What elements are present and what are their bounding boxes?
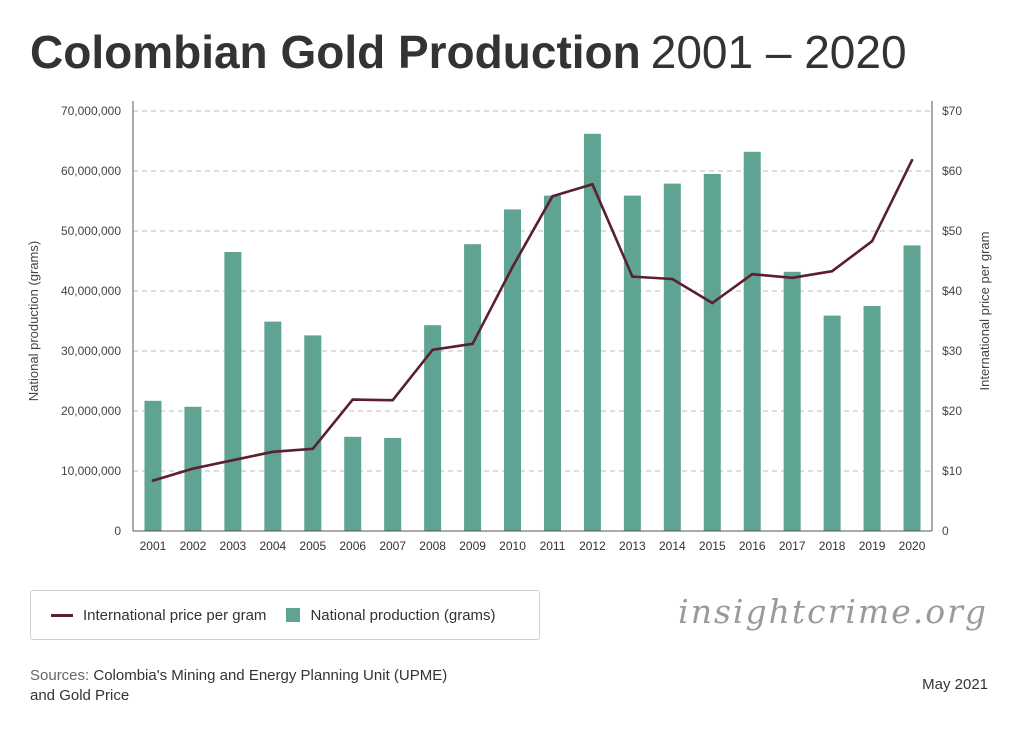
bar — [424, 325, 442, 531]
y-tick-label-left: 50,000,000 — [61, 224, 121, 238]
y-tick-label-right: $20 — [942, 404, 962, 418]
y-tick-label-left: 10,000,000 — [61, 464, 121, 478]
bar — [264, 321, 282, 531]
legend-line-swatch — [51, 613, 73, 617]
sources-note: Sources: Colombia's Mining and Energy Pl… — [30, 666, 447, 706]
bar — [823, 315, 841, 531]
price-point — [710, 301, 714, 305]
price-point — [431, 348, 434, 352]
bar — [384, 438, 402, 531]
chart-title: Colombian Gold Production 2001 – 2020 — [30, 24, 907, 80]
y-tick-label-left: 30,000,000 — [61, 344, 121, 358]
price-point — [191, 467, 195, 470]
bar — [464, 244, 482, 531]
price-point — [870, 239, 874, 243]
x-tick-label: 2017 — [779, 539, 806, 553]
bar — [543, 195, 561, 531]
bar — [903, 245, 921, 531]
bar — [583, 133, 601, 532]
legend-item-price[interactable]: International price per gram — [51, 607, 266, 624]
price-point — [790, 276, 794, 280]
price-point — [910, 158, 914, 162]
y-axis-title-left: National production (grams) — [26, 241, 41, 401]
bar — [224, 252, 242, 531]
x-tick-label: 2007 — [379, 539, 406, 553]
y-tick-label-right: $60 — [942, 164, 962, 178]
title-years: 2001 – 2020 — [650, 26, 907, 78]
y-tick-label-right: $10 — [942, 464, 962, 478]
x-tick-label: 2011 — [540, 539, 566, 553]
y-tick-label-left: 40,000,000 — [61, 284, 121, 298]
x-tick-label: 2003 — [220, 539, 247, 553]
x-tick-label: 2006 — [339, 539, 366, 553]
bar — [783, 271, 801, 531]
bar — [743, 151, 761, 532]
price-point — [830, 269, 834, 273]
y-tick-label-right: $70 — [942, 104, 962, 118]
y-tick-label-left: 70,000,000 — [61, 104, 121, 118]
price-point — [231, 458, 235, 462]
y-tick-label-right: 0 — [942, 524, 949, 538]
bar — [144, 400, 162, 531]
x-tick-label: 2009 — [459, 539, 486, 553]
price-point — [551, 194, 554, 198]
price-point — [511, 265, 514, 269]
x-tick-label: 2008 — [419, 539, 446, 553]
price-point — [271, 450, 275, 454]
price-line — [152, 159, 914, 482]
legend-item-production[interactable]: National production (grams) — [286, 606, 496, 624]
publication-date: May 2021 — [922, 676, 988, 693]
price-point — [151, 479, 155, 482]
y-tick-label-left: 20,000,000 — [61, 404, 121, 418]
price-point — [750, 272, 754, 276]
price-point — [311, 447, 315, 451]
y-tick-label-right: $50 — [942, 224, 962, 238]
x-tick-label: 2004 — [259, 539, 286, 553]
bar — [623, 195, 641, 531]
y-tick-label-right: $40 — [942, 284, 962, 298]
sources-line1: Colombia's Mining and Energy Planning Un… — [93, 667, 448, 684]
bar — [703, 174, 721, 531]
y-tick-label-left: 0 — [114, 524, 121, 538]
price-point — [631, 275, 634, 278]
sources-line2: and Gold Price — [30, 687, 130, 704]
x-tick-label: 2013 — [619, 539, 646, 553]
bar — [863, 306, 881, 531]
sources-label: Sources: — [30, 667, 90, 684]
legend-production-label: National production (grams) — [310, 606, 496, 624]
bar — [504, 209, 522, 531]
bar — [663, 183, 681, 531]
x-tick-label: 2020 — [899, 539, 926, 553]
legend-price-label: International price per gram — [83, 606, 267, 624]
title-main: Colombian Gold Production — [30, 26, 641, 78]
legend: International price per gram National pr… — [30, 590, 540, 640]
x-tick-label: 2019 — [859, 539, 886, 553]
x-tick-label: 2014 — [659, 539, 686, 553]
x-tick-label: 2018 — [819, 539, 846, 553]
x-tick-label: 2012 — [579, 539, 606, 553]
price-point — [391, 398, 394, 402]
price-point — [591, 182, 594, 186]
price-point — [671, 277, 674, 281]
x-tick-label: 2010 — [499, 539, 526, 553]
x-tick-label: 2002 — [180, 539, 207, 553]
x-tick-label: 2005 — [299, 539, 326, 553]
bar — [344, 436, 362, 531]
x-tick-label: 2016 — [739, 539, 766, 553]
y-tick-label-right: $30 — [942, 344, 962, 358]
price-point — [351, 398, 355, 401]
y-tick-label-left: 60,000,000 — [61, 164, 121, 178]
brand-watermark: insightcrime.org — [678, 592, 988, 631]
x-tick-label: 2001 — [140, 539, 167, 553]
y-axis-title-right: International price per gram — [977, 232, 992, 391]
bar — [304, 335, 322, 531]
legend-bar-swatch — [286, 608, 301, 622]
x-tick-label: 2015 — [699, 539, 726, 553]
price-point — [471, 342, 474, 346]
chart-area: 0 0 10,000,000 $10 20,000,000 $20 30,000,000 $3… — [26, 101, 992, 553]
